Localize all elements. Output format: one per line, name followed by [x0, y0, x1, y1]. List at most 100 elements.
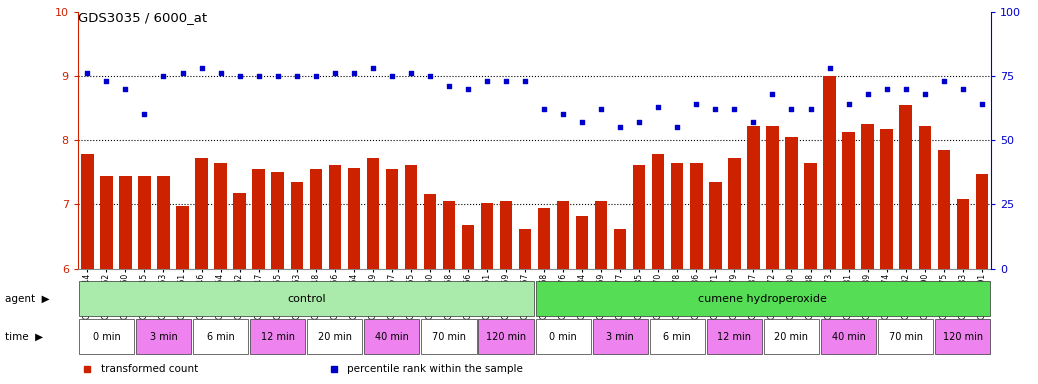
- Text: 6 min: 6 min: [207, 332, 235, 342]
- Bar: [804, 163, 817, 269]
- Bar: [272, 172, 283, 269]
- Bar: [672, 163, 683, 269]
- Point: [307, 73, 324, 79]
- Bar: [138, 175, 151, 269]
- Point: [231, 73, 248, 79]
- Point: [79, 70, 95, 76]
- Text: cumene hydroperoxide: cumene hydroperoxide: [699, 293, 827, 304]
- Point: [954, 86, 971, 92]
- Point: [897, 86, 913, 92]
- Bar: [307, 319, 362, 354]
- Bar: [862, 124, 874, 269]
- Text: 0 min: 0 min: [549, 332, 577, 342]
- Bar: [386, 169, 398, 269]
- Bar: [405, 165, 417, 269]
- Bar: [101, 175, 112, 269]
- Text: GDS3035 / 6000_at: GDS3035 / 6000_at: [78, 12, 207, 25]
- Text: 20 min: 20 min: [318, 332, 352, 342]
- Bar: [935, 319, 990, 354]
- Bar: [252, 169, 265, 269]
- Point: [821, 65, 838, 71]
- Bar: [79, 281, 534, 316]
- Bar: [595, 201, 607, 269]
- Text: 12 min: 12 min: [717, 332, 752, 342]
- Point: [289, 73, 305, 79]
- Point: [802, 106, 819, 113]
- Point: [269, 73, 285, 79]
- Point: [859, 91, 876, 97]
- Bar: [176, 206, 189, 269]
- Bar: [919, 126, 931, 269]
- Bar: [707, 319, 762, 354]
- Bar: [309, 169, 322, 269]
- Point: [745, 119, 762, 125]
- Bar: [821, 319, 876, 354]
- Bar: [424, 194, 436, 269]
- Point: [688, 101, 705, 107]
- Point: [726, 106, 742, 113]
- Bar: [462, 225, 474, 269]
- Bar: [764, 319, 819, 354]
- Text: agent  ▶: agent ▶: [5, 293, 50, 304]
- Point: [250, 73, 267, 79]
- Bar: [633, 165, 646, 269]
- Text: 12 min: 12 min: [261, 332, 295, 342]
- Bar: [234, 193, 246, 269]
- Bar: [519, 229, 531, 269]
- Bar: [158, 175, 169, 269]
- Bar: [878, 319, 933, 354]
- Bar: [538, 208, 550, 269]
- Text: control: control: [286, 293, 326, 304]
- Text: 6 min: 6 min: [663, 332, 691, 342]
- Bar: [766, 126, 778, 269]
- Text: 120 min: 120 min: [486, 332, 526, 342]
- Text: 20 min: 20 min: [774, 332, 809, 342]
- Point: [631, 119, 648, 125]
- Point: [212, 70, 228, 76]
- Bar: [957, 199, 968, 269]
- Bar: [443, 201, 455, 269]
- Bar: [479, 319, 534, 354]
- Bar: [81, 154, 93, 269]
- Point: [593, 106, 609, 113]
- Point: [783, 106, 799, 113]
- Text: 70 min: 70 min: [432, 332, 466, 342]
- Point: [878, 86, 895, 92]
- Bar: [880, 129, 893, 269]
- Point: [155, 73, 171, 79]
- Bar: [136, 319, 191, 354]
- Text: 70 min: 70 min: [889, 332, 923, 342]
- Bar: [937, 150, 950, 269]
- Point: [346, 70, 362, 76]
- Bar: [215, 163, 226, 269]
- Point: [668, 124, 685, 131]
- Point: [764, 91, 781, 97]
- Text: 0 min: 0 min: [92, 332, 120, 342]
- Text: 40 min: 40 min: [375, 332, 409, 342]
- Point: [974, 101, 990, 107]
- Bar: [250, 319, 305, 354]
- Text: percentile rank within the sample: percentile rank within the sample: [348, 364, 523, 374]
- Point: [383, 73, 400, 79]
- Text: 120 min: 120 min: [943, 332, 983, 342]
- Point: [174, 70, 191, 76]
- Point: [193, 65, 210, 71]
- Bar: [690, 163, 703, 269]
- Bar: [976, 174, 988, 269]
- Point: [497, 78, 514, 84]
- Text: 3 min: 3 min: [149, 332, 177, 342]
- Point: [536, 106, 552, 113]
- Bar: [823, 76, 836, 269]
- Bar: [481, 203, 493, 269]
- Bar: [79, 319, 134, 354]
- Bar: [650, 319, 705, 354]
- Bar: [900, 105, 911, 269]
- Bar: [593, 319, 648, 354]
- Bar: [576, 216, 589, 269]
- Point: [98, 78, 114, 84]
- Bar: [421, 319, 476, 354]
- Bar: [786, 137, 797, 269]
- Point: [403, 70, 419, 76]
- Bar: [536, 281, 990, 316]
- Bar: [843, 132, 854, 269]
